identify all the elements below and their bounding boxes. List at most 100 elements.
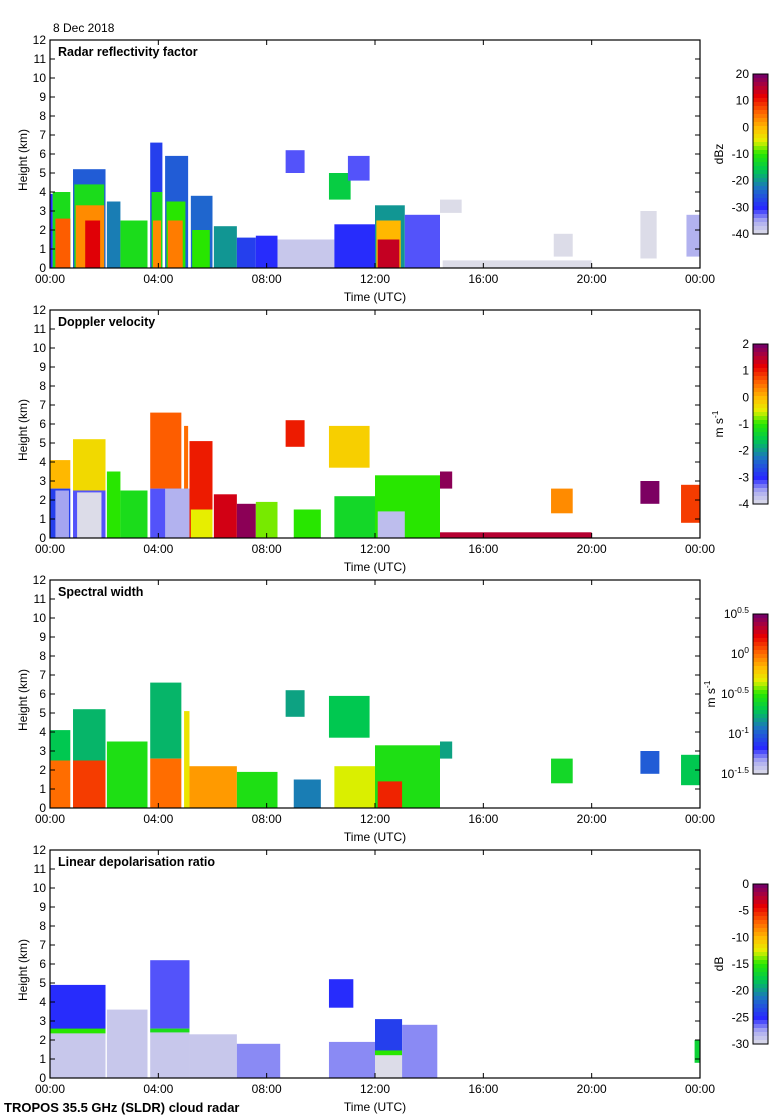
colorbar-swatch [753,972,768,977]
colorbar-swatch [753,476,768,481]
y-tick-label: 12 [33,33,47,47]
heatmap-cells [50,142,700,268]
heatmap-cell [285,690,305,717]
colorbar-swatch [753,412,768,417]
heatmap-cell [694,1040,700,1063]
colorbar-swatch [753,468,768,473]
colorbar-tick-label: -4 [738,497,749,511]
colorbar: 2 1 0 -1 -2 -3 -4 m s-1 [710,337,769,511]
heatmap-cell [347,155,370,181]
colorbar-swatch [753,762,768,767]
colorbar-swatch [753,666,768,671]
colorbar-swatch [753,452,768,457]
y-tick-label: 7 [39,668,46,682]
y-tick-label: 11 [34,322,47,336]
heatmap-cell [73,709,106,761]
y-tick-label: 7 [39,128,46,142]
colorbar-swatch [753,908,768,913]
x-tick-label: 04:00 [143,812,173,826]
heatmap-cell [375,1050,403,1056]
heatmap-cell [328,173,351,200]
heatmap-cell [150,758,182,808]
heatmap-cell [285,150,305,173]
x-tick-label: 00:00 [35,1082,65,1096]
x-tick-label: 04:00 [143,1082,173,1096]
colorbar-swatch [753,210,768,215]
colorbar-swatch [753,222,768,227]
y-tick-label: 0 [39,801,46,815]
colorbar-tick-label: -30 [732,1037,750,1051]
colorbar-swatch [753,436,768,441]
colorbar-swatch [753,698,768,703]
colorbar-swatch [753,662,768,667]
colorbar-tick-label: 1 [742,364,749,378]
heatmap-cell [150,1028,190,1033]
heatmap-cells [50,960,700,1078]
colorbar-tick-label: 20 [736,67,750,81]
heatmap-cell [77,492,102,538]
heatmap-cell [285,420,305,447]
x-tick-label: 12:00 [360,272,390,286]
heatmap-cell [440,199,462,213]
colorbar-swatch [753,734,768,739]
x-tick-label: 08:00 [252,542,282,556]
heatmap-cell [293,779,321,808]
panel-title: Spectral width [58,585,143,599]
colorbar-swatch [753,904,768,909]
colorbar-label: dB [712,957,726,972]
colorbar-tick-label: 100.5 [724,605,749,621]
y-axis-label: Height (km) [16,129,30,191]
y-axis-label: Height (km) [16,399,30,461]
colorbar-swatch [753,166,768,171]
colorbar-swatch [753,1036,768,1041]
x-tick-label: 00:00 [35,272,65,286]
heatmap-cell [192,230,210,268]
colorbar-swatch [753,384,768,389]
y-tick-label: 9 [39,630,46,644]
x-tick-label: 20:00 [577,542,607,556]
heatmap-cell [55,218,71,268]
y-tick-label: 9 [39,360,46,374]
y-axis-label: Height (km) [16,669,30,731]
colorbar-tick-label: 10-0.5 [721,685,749,701]
colorbar-swatch [753,214,768,219]
y-tick-label: 2 [39,493,46,507]
y-tick-label: 2 [39,223,46,237]
colorbar-swatch [753,372,768,377]
heatmap-cell [686,214,700,257]
colorbar-swatch [753,710,768,715]
y-tick-label: 12 [33,843,47,857]
heatmap-cell [640,211,657,259]
colorbar-swatch [753,1040,768,1045]
heatmap-cell [106,201,121,268]
colorbar-swatch [753,440,768,445]
colorbar-tick-label: -10 [732,147,750,161]
y-tick-label: 3 [39,204,46,218]
x-tick-label: 16:00 [468,272,498,286]
colorbar-swatch [753,460,768,465]
colorbar: 100.5 100 10-0.5 10-1 10-1.5 m s-1 [702,605,769,781]
heatmap-cell [189,766,237,808]
colorbar-swatch [753,178,768,183]
y-tick-label: 8 [39,109,46,123]
colorbar-swatch [753,496,768,501]
colorbar-swatch [753,940,768,945]
colorbar-tick-label: 0 [742,877,749,891]
heatmap-cell [442,260,592,268]
y-tick-label: 7 [39,398,46,412]
y-tick-label: 0 [39,1071,46,1085]
colorbar-swatch [753,448,768,453]
heatmap-cell [106,471,121,538]
heatmap-cell [50,460,71,489]
heatmap-cell [334,496,375,538]
x-tick-label: 00:00 [685,272,715,286]
colorbar-swatch [753,94,768,99]
heatmap-cell [404,214,440,268]
colorbar-swatch [753,444,768,449]
colorbar-swatch [753,142,768,147]
y-tick-label: 3 [39,1014,46,1028]
colorbar-swatch [753,130,768,135]
x-axis-label: Time (UTC) [344,1100,406,1114]
colorbar-swatch [753,750,768,755]
